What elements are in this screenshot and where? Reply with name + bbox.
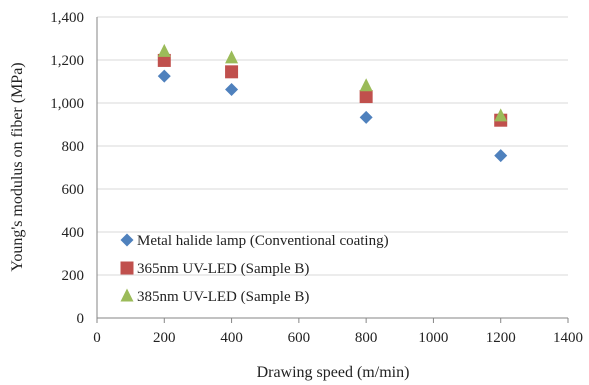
y-tick-label: 0 (77, 311, 85, 327)
x-tick-label: 1400 (553, 330, 583, 346)
triangle-point (359, 78, 373, 92)
y-tick-labels: 0 200 400 600 800 1,000 1,200 1,400 (50, 10, 84, 327)
legend-entry-label: 385nm UV-LED (Sample B) (137, 289, 309, 305)
diamond-point (225, 82, 239, 96)
legend-entry-label: Metal halide lamp (Conventional coating) (137, 233, 389, 249)
legend-entry-label: 365nm UV-LED (Sample B) (137, 261, 309, 277)
legend-diamond-marker (120, 233, 134, 247)
gridlines (97, 16, 568, 276)
y-axis-title: Young's modulus on fiber (MPa) (9, 62, 26, 271)
y-tick-label: 1,400 (50, 10, 84, 26)
x-tick-label: 1200 (486, 330, 516, 346)
y-tick-label: 1,000 (50, 96, 84, 112)
legend-square-marker (120, 261, 134, 275)
y-tick-label: 600 (62, 182, 85, 198)
triangle-point (157, 43, 171, 57)
square-point (225, 65, 239, 79)
x-tick-label: 200 (153, 330, 176, 346)
legend: Metal halide lamp (Conventional coating)… (120, 233, 389, 305)
x-tick-labels: 0 200 400 600 800 1000 1200 1400 (93, 330, 583, 346)
x-tick-label: 600 (288, 330, 311, 346)
diamond-point (359, 110, 373, 124)
y-tick-label: 800 (62, 139, 85, 155)
x-tick-label: 800 (355, 330, 378, 346)
diamond-point (494, 149, 508, 163)
diamond-point (157, 69, 171, 83)
triangle-point (494, 108, 508, 122)
square-point (359, 90, 373, 104)
y-tick-label: 400 (62, 225, 85, 241)
data-points (157, 43, 508, 163)
x-tick-label: 400 (220, 330, 243, 346)
y-tick-label: 1,200 (50, 53, 84, 69)
y-tick-label: 200 (62, 268, 85, 284)
x-axis-title: Drawing speed (m/min) (257, 364, 410, 381)
square-point (157, 53, 171, 67)
triangle-point (225, 50, 239, 64)
x-tick-label: 0 (93, 330, 101, 346)
axes (96, 17, 569, 323)
legend-triangle-marker (120, 288, 134, 302)
x-tick-label: 1000 (418, 330, 448, 346)
